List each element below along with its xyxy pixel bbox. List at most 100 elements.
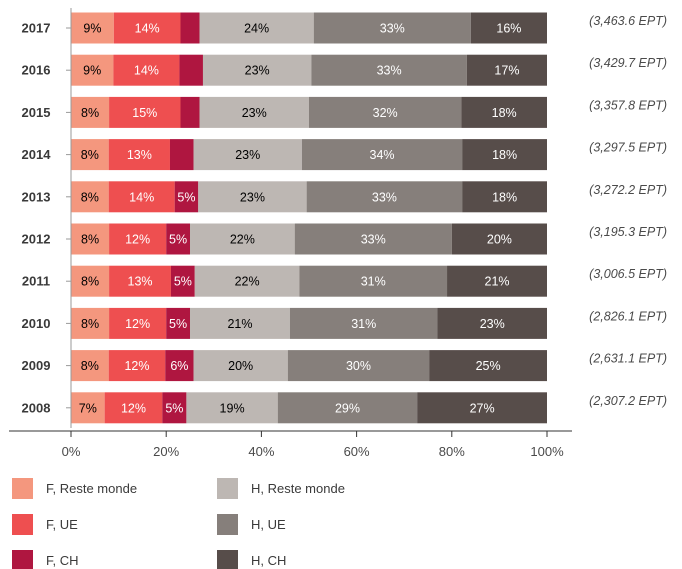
bar-segment: [71, 265, 110, 297]
category-label: 2014: [22, 147, 52, 162]
bar-segment: [180, 12, 200, 44]
data-label: 31%: [351, 317, 376, 331]
bar-segment: [162, 392, 187, 424]
legend-swatch: [12, 514, 33, 535]
bar-segment: [169, 139, 194, 171]
bar-row-2015: 2015 8% 15% 23% 32% 18% (3,357.8 EPT): [22, 96, 667, 128]
data-label: 31%: [361, 275, 386, 289]
bar-segment: [190, 307, 290, 339]
bar-segment: [174, 181, 199, 213]
bar-segment: [311, 54, 467, 86]
bar-segment: [193, 350, 288, 382]
bar-segment: [299, 265, 448, 297]
data-label: 29%: [335, 401, 360, 415]
data-label: 17%: [494, 64, 519, 78]
bar-segment: [417, 392, 547, 424]
bar-segment: [113, 54, 180, 86]
data-label: 21%: [227, 317, 252, 331]
legend-item: H, Reste monde: [217, 478, 345, 499]
bar-segment: [199, 96, 309, 128]
bar-segment: [109, 223, 167, 255]
x-tick-label: 80%: [439, 444, 465, 459]
data-label: 23%: [240, 190, 265, 204]
bar-segment: [199, 12, 314, 44]
legend-label: F, Reste monde: [46, 481, 137, 496]
bar-segment: [71, 181, 109, 213]
x-tick-label: 60%: [344, 444, 370, 459]
data-label: 5%: [177, 190, 195, 204]
legend-swatch: [12, 550, 33, 569]
x-tick-label: 0%: [62, 444, 81, 459]
data-label: 33%: [380, 22, 405, 36]
bar-segment: [194, 265, 300, 297]
data-label: 8%: [81, 275, 99, 289]
data-label: 23%: [245, 64, 270, 78]
bar-segment: [170, 265, 195, 297]
data-label: 34%: [370, 148, 395, 162]
category-label: 2015: [22, 105, 51, 120]
legend-label: H, UE: [251, 517, 286, 532]
data-label: 12%: [124, 359, 149, 373]
bar-segment: [109, 96, 181, 128]
data-label: 14%: [129, 190, 154, 204]
data-label: 21%: [485, 275, 510, 289]
data-label: 32%: [373, 106, 398, 120]
bar-row-2017: 2017 9% 14% 24% 33% 16% (3,463.6 EPT): [22, 12, 667, 44]
bar-segment: [447, 265, 547, 297]
data-label: 8%: [81, 106, 99, 120]
legend-item: F, Reste monde: [12, 478, 137, 499]
data-label: 8%: [81, 359, 99, 373]
data-label: 20%: [487, 233, 512, 247]
data-label: 12%: [121, 401, 146, 415]
bar-segment: [166, 223, 190, 255]
legend-item: F, CH: [12, 550, 79, 569]
data-label: 6%: [170, 359, 188, 373]
legend-item: F, UE: [12, 514, 78, 535]
data-label: 7%: [79, 401, 97, 415]
legend-label: H, Reste monde: [251, 481, 345, 496]
data-label: 14%: [135, 22, 160, 36]
bar-segment: [186, 392, 278, 424]
bar-segment: [470, 12, 547, 44]
bar-segment: [71, 139, 109, 171]
total-label: (2,631.1 EPT): [589, 352, 667, 366]
bar-segment: [294, 223, 452, 255]
category-label: 2008: [22, 400, 51, 415]
bar-segment: [193, 139, 302, 171]
bar-row-2012: 2012 8% 12% 5% 22% 33% 20% (3,195.3 EPT): [22, 223, 667, 255]
axis-layer: 0% 20% 40% 60% 80% 100%: [62, 431, 564, 459]
category-label: 2016: [22, 63, 51, 78]
data-label: 30%: [346, 359, 371, 373]
bar-row-2009: 2009 8% 12% 6% 20% 30% 25% (2,631.1 EPT): [22, 350, 667, 382]
bar-segment: [466, 54, 547, 86]
category-label: 2017: [22, 21, 51, 36]
total-label: (3,429.7 EPT): [589, 56, 667, 70]
bar-segment: [277, 392, 418, 424]
data-label: 9%: [83, 64, 101, 78]
bar-segment: [461, 96, 547, 128]
data-label: 33%: [361, 233, 386, 247]
bar-row-2013: 2013 8% 14% 5% 23% 33% 18% (3,272.2 EPT): [22, 181, 667, 213]
bar-segment: [113, 12, 181, 44]
bar-segment: [309, 96, 462, 128]
bar-segment: [71, 54, 114, 86]
bar-segment: [429, 350, 547, 382]
bar-row-2008: 2008 7% 12% 5% 19% 29% 27% (2,307.2 EPT): [22, 392, 667, 424]
bar-segment: [71, 223, 110, 255]
data-label: 22%: [235, 275, 260, 289]
category-label: 2011: [22, 274, 50, 289]
legend-swatch: [217, 478, 238, 499]
bar-segment: [462, 181, 547, 213]
bar-segment: [202, 54, 312, 86]
bar-row-2016: 2016 9% 14% 23% 33% 17% (3,429.7 EPT): [22, 54, 667, 86]
data-label: 27%: [470, 401, 495, 415]
legend-label: F, CH: [46, 553, 79, 568]
total-label: (2,307.2 EPT): [589, 394, 667, 408]
data-label: 9%: [83, 22, 101, 36]
category-label: 2010: [22, 316, 51, 331]
bar-segment: [180, 96, 200, 128]
bar-segment: [108, 350, 166, 382]
x-tick-label: 20%: [153, 444, 179, 459]
bar-segment: [306, 181, 463, 213]
